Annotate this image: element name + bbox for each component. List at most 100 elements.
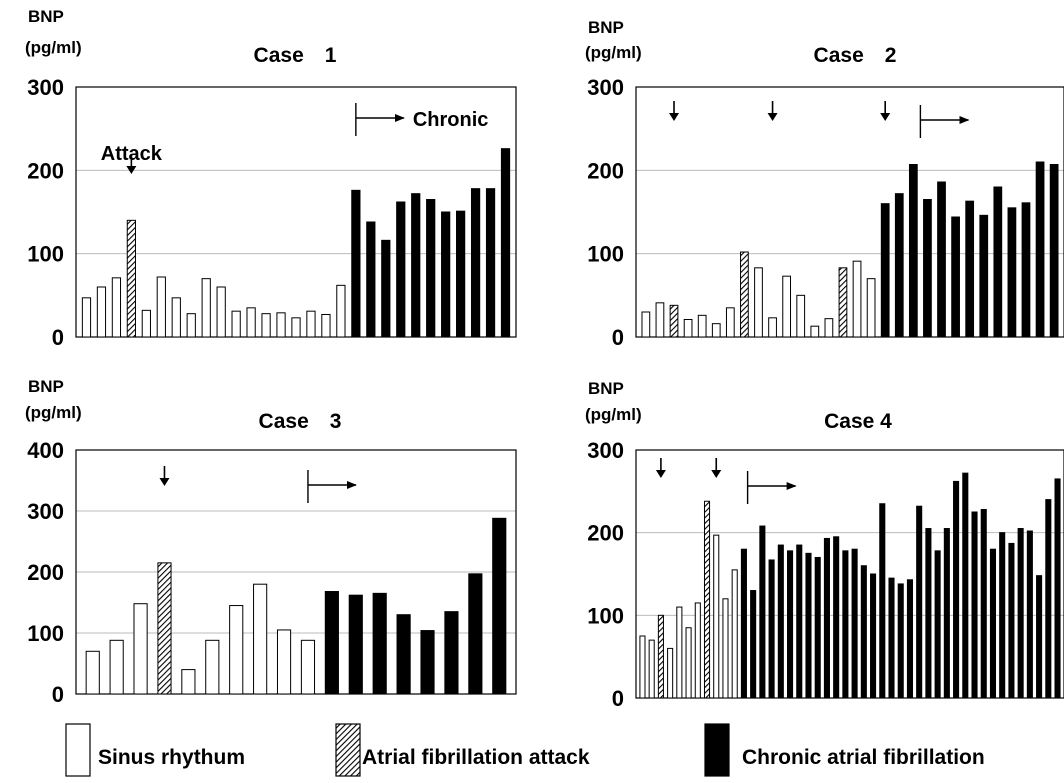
y-tick-label: 200 bbox=[27, 158, 64, 183]
chart-title: Case 4 bbox=[824, 410, 892, 433]
bar bbox=[96, 286, 107, 338]
bar bbox=[908, 164, 918, 338]
y-tick-label: 0 bbox=[52, 325, 64, 350]
bar bbox=[667, 647, 674, 699]
attack-arrowhead bbox=[159, 478, 170, 486]
legend-swatch-chronic bbox=[704, 723, 730, 777]
bar bbox=[906, 579, 913, 699]
y-axis-label: BNP bbox=[28, 377, 64, 396]
bar bbox=[641, 311, 651, 338]
y-axis-unit: (pg/ml) bbox=[585, 405, 642, 424]
bar bbox=[109, 639, 124, 695]
y-tick-label: 400 bbox=[27, 438, 64, 463]
y-tick-label: 100 bbox=[27, 621, 64, 646]
bar bbox=[348, 594, 363, 695]
bar bbox=[943, 528, 950, 699]
bar bbox=[953, 480, 960, 699]
bar bbox=[694, 602, 701, 699]
bar bbox=[1021, 202, 1031, 338]
attack-arrowhead bbox=[711, 470, 722, 478]
bar bbox=[925, 528, 932, 699]
bar bbox=[133, 603, 148, 695]
bar bbox=[934, 550, 941, 699]
chart-panel-2: 0 100 200 300 BNP (pg/ml) Case 2 bbox=[585, 18, 1064, 350]
attack-arrowhead bbox=[669, 113, 680, 121]
chronic-label: Chronic bbox=[413, 109, 489, 131]
bar bbox=[683, 319, 693, 338]
bar bbox=[833, 536, 840, 699]
bar bbox=[852, 260, 862, 338]
bar bbox=[703, 500, 711, 699]
bar bbox=[441, 211, 451, 338]
bar bbox=[181, 669, 196, 695]
bar bbox=[485, 188, 496, 338]
bar bbox=[126, 219, 136, 338]
bar bbox=[796, 294, 806, 338]
chart-title: Case 2 bbox=[814, 44, 897, 67]
bar bbox=[205, 639, 220, 695]
y-axis-label: BNP bbox=[588, 18, 624, 37]
bar bbox=[456, 210, 466, 338]
bar bbox=[814, 556, 821, 699]
bar bbox=[1008, 542, 1015, 699]
legend-label-sinus: Sinus rhythum bbox=[98, 746, 245, 769]
bar bbox=[366, 221, 376, 338]
y-axis-unit: (pg/ml) bbox=[25, 38, 82, 57]
bar bbox=[805, 552, 812, 699]
bar bbox=[229, 605, 244, 695]
chart-panel-3: 0 100 200 300 400 BNP (pg/ml) Case 3 bbox=[25, 377, 517, 707]
bar bbox=[468, 573, 483, 695]
legend-swatch-sinus bbox=[65, 723, 91, 777]
bar bbox=[1007, 207, 1017, 338]
bar bbox=[351, 189, 361, 338]
bar bbox=[171, 297, 181, 338]
bar bbox=[648, 639, 655, 699]
bar bbox=[937, 181, 946, 338]
bar bbox=[261, 313, 271, 338]
bar bbox=[657, 614, 664, 699]
bar bbox=[697, 314, 707, 338]
bar bbox=[923, 199, 932, 338]
bar bbox=[980, 509, 987, 699]
bar bbox=[777, 544, 784, 699]
bar bbox=[750, 590, 757, 699]
attack-arrowhead bbox=[880, 113, 891, 121]
chart-title: Case 3 bbox=[259, 410, 342, 433]
bar bbox=[740, 251, 749, 338]
bar bbox=[993, 186, 1003, 338]
bar bbox=[324, 591, 339, 695]
bar bbox=[965, 200, 975, 338]
bar bbox=[888, 577, 895, 699]
y-tick-label: 100 bbox=[587, 603, 624, 628]
bar bbox=[1036, 575, 1043, 699]
attack-label: Attack bbox=[101, 143, 163, 165]
bar bbox=[186, 313, 196, 338]
bar bbox=[824, 318, 834, 338]
bar bbox=[842, 550, 849, 699]
bar bbox=[810, 325, 820, 338]
bar bbox=[291, 317, 301, 338]
bar bbox=[321, 314, 331, 338]
bar bbox=[111, 277, 122, 338]
bar bbox=[426, 199, 436, 338]
y-tick-label: 300 bbox=[587, 75, 624, 100]
plot-frame bbox=[635, 86, 1064, 338]
bar bbox=[713, 534, 720, 699]
bar bbox=[444, 611, 459, 695]
legend-label-attack: Atrial fibrillation attack bbox=[362, 746, 590, 769]
bar bbox=[1054, 478, 1061, 699]
bar bbox=[838, 267, 848, 338]
plot-frame bbox=[635, 449, 1064, 699]
bar bbox=[962, 472, 969, 699]
bar bbox=[796, 544, 803, 699]
bar bbox=[768, 317, 777, 338]
plot-frame bbox=[75, 449, 517, 695]
bar bbox=[759, 525, 766, 699]
y-tick-label: 0 bbox=[52, 682, 64, 707]
bar bbox=[246, 307, 256, 338]
bar bbox=[420, 630, 435, 695]
y-tick-label: 200 bbox=[587, 158, 624, 183]
bar bbox=[157, 562, 172, 695]
